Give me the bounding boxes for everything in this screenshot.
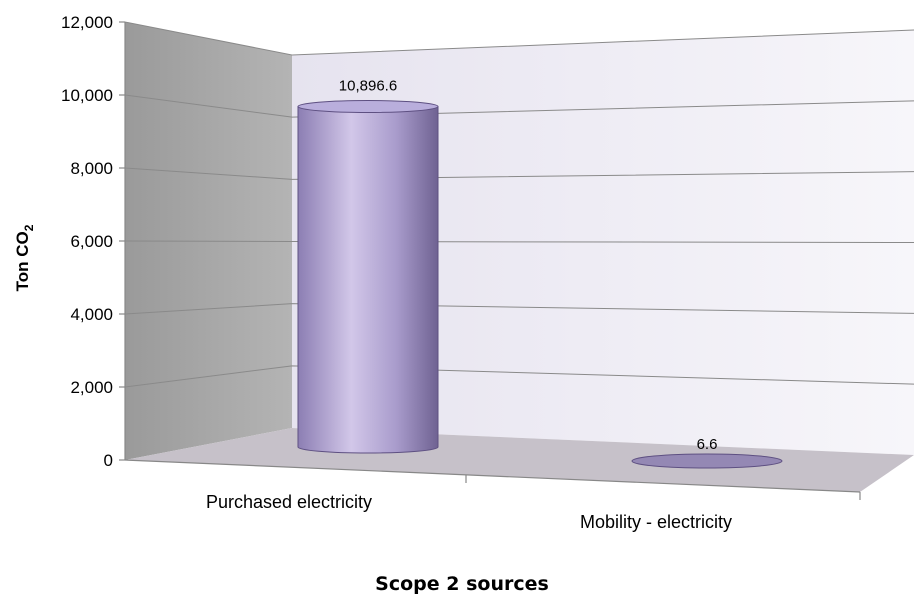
y-axis-title-subscript: 2 [22,224,36,231]
y-tick-label: 0 [104,451,113,470]
data-label: 6.6 [697,436,718,453]
gridlines [124,21,914,388]
gridline [124,21,914,56]
bar-top [297,99,439,113]
gridline [124,365,914,388]
gridline [124,303,914,315]
gridline [124,167,914,180]
y-tick-label: 6,000 [70,232,113,251]
data-label: 10,896.6 [339,77,397,94]
y-axis-title: Ton CO2 [13,224,36,291]
y-tick-label: 10,000 [61,86,113,105]
y-tick-labels: 0 2,000 4,000 6,000 8,000 10,000 12,000 [61,13,125,470]
gridline [124,94,914,118]
bar-1 [297,99,439,454]
y-tick-label: 12,000 [61,13,113,32]
gridline [124,240,914,243]
bars [297,99,783,469]
x-axis-line [124,459,861,493]
y-tick-label: 4,000 [70,305,113,324]
y-axis-title-main: Ton CO [13,231,32,291]
bar-body [297,105,439,454]
x-axis-title: Scope 2 sources [375,573,549,595]
bar-2 [631,453,783,469]
bar-top [631,453,783,469]
category-label-mobility-electricity: Mobility - electricity [580,512,732,532]
y-tick-label: 8,000 [70,159,113,178]
y-tick-label: 2,000 [70,378,113,397]
data-labels: 10,896.6 6.6 [339,77,718,453]
category-label-purchased-electricity: Purchased electricity [206,492,372,512]
